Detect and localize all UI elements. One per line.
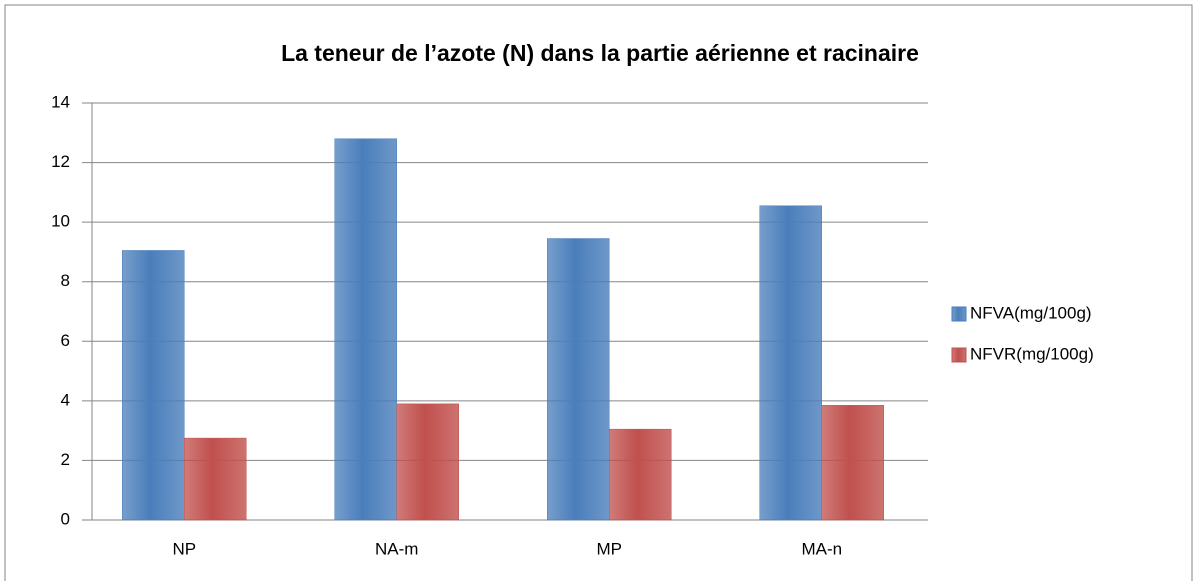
y-tick-label: 8 — [61, 271, 70, 290]
legend-swatch — [951, 347, 967, 363]
legend-label: NFVR(mg/100g) — [970, 344, 1094, 363]
y-tick-label: 4 — [61, 390, 70, 409]
legend-swatch — [951, 306, 967, 322]
y-tick-label: 6 — [61, 331, 70, 350]
bar — [547, 238, 610, 521]
bar — [334, 138, 397, 521]
x-tick-label: NP — [172, 539, 196, 558]
y-tick-label: 0 — [61, 509, 70, 528]
y-tick-label: 14 — [51, 92, 70, 111]
legend-label: NFVA(mg/100g) — [970, 303, 1092, 322]
x-tick-label: MP — [597, 539, 623, 558]
bar — [184, 437, 247, 521]
x-tick-label: MA-n — [801, 539, 842, 558]
y-tick-label: 2 — [61, 450, 70, 469]
y-tick-label: 10 — [51, 212, 70, 231]
bar — [396, 403, 459, 521]
x-tick-label: NA-m — [375, 539, 418, 558]
bar — [821, 405, 884, 521]
bar — [609, 428, 672, 521]
y-tick-label: 12 — [51, 152, 70, 171]
bar — [759, 205, 822, 521]
chart-title: La teneur de l’azote (N) dans la partie … — [281, 40, 919, 66]
bar — [122, 250, 185, 521]
